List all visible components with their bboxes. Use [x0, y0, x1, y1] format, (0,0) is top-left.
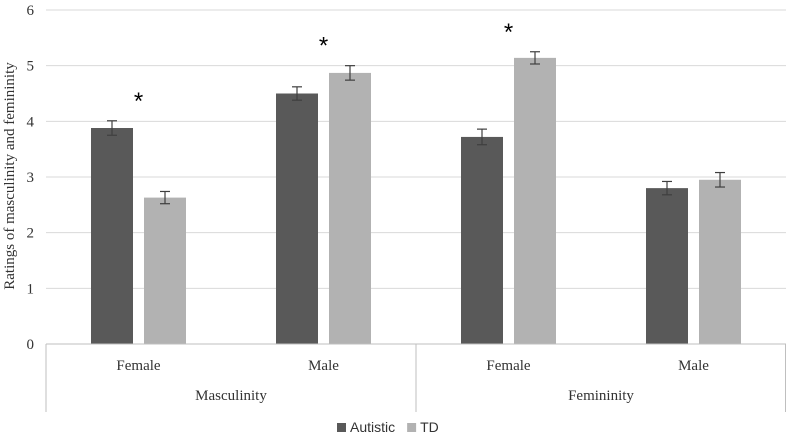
y-tick-label: 6 — [27, 3, 35, 19]
bar-autistic — [461, 136, 503, 344]
y-axis-title: Ratings of masculinity and femininity — [2, 62, 18, 290]
y-tick-label: 1 — [27, 281, 35, 297]
legend-label-td: TD — [420, 419, 439, 435]
x-axis: Female Male Masculinity Female Male Femininit… — [45, 343, 786, 412]
bar-td — [699, 179, 741, 344]
legend-label-autistic: Autistic — [350, 419, 395, 435]
y-tick-label: 3 — [27, 170, 35, 186]
error-bars — [107, 51, 725, 205]
x-group-label: Masculinity — [195, 388, 267, 404]
x-category-label: Female — [116, 358, 160, 374]
y-tick-label: 4 — [27, 114, 35, 130]
bar-autistic — [91, 128, 133, 344]
y-tick-label: 2 — [27, 226, 35, 242]
bar-autistic — [276, 93, 318, 344]
x-category-label: Male — [678, 358, 709, 374]
significance-asterisk: * — [504, 19, 513, 46]
legend: Autistic TD — [337, 419, 439, 435]
y-tick-label: 5 — [27, 59, 35, 75]
x-category-label: Male — [308, 358, 339, 374]
significance-asterisk: * — [134, 88, 143, 115]
x-group-label: Femininity — [568, 388, 634, 404]
y-tick-label: 0 — [27, 337, 35, 353]
legend-swatch-td — [407, 423, 417, 432]
bar-td — [144, 197, 186, 344]
y-axis-ticks: 0 1 2 3 4 5 6 — [27, 3, 35, 353]
bar-autistic — [646, 188, 688, 344]
legend-swatch-autistic — [337, 423, 346, 432]
bar-td — [329, 72, 371, 345]
bars — [91, 57, 741, 345]
bar-td — [514, 57, 556, 345]
x-category-label: Female — [486, 358, 530, 374]
significance-markers: * * * — [134, 19, 513, 115]
significance-asterisk: * — [319, 33, 328, 60]
